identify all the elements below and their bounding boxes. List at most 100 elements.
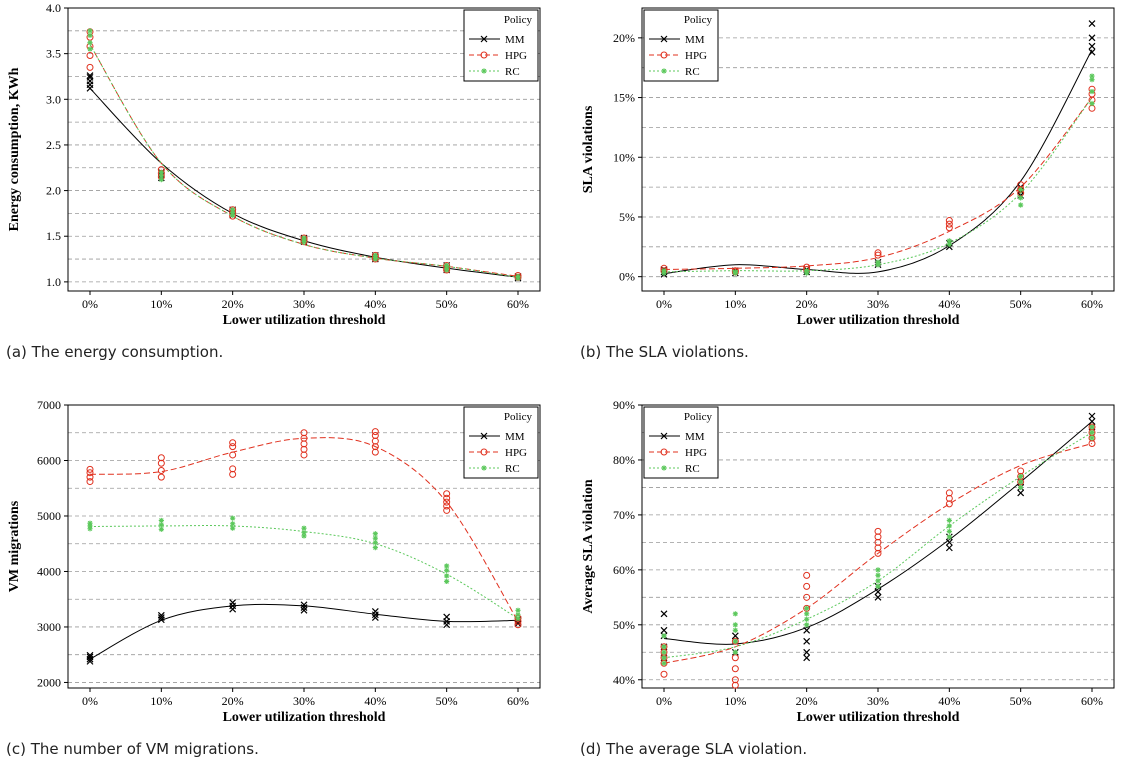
x-tick-label: 30%: [867, 297, 889, 311]
data-point: [1088, 34, 1096, 42]
data-point: [480, 51, 488, 59]
fit-curve-mm: [663, 421, 1093, 645]
data-point: [874, 249, 882, 257]
legend-title: Policy: [684, 411, 713, 423]
data-point: [1089, 435, 1095, 441]
data-point: [875, 572, 881, 578]
y-axis-label: Average SLA violation: [581, 479, 596, 614]
legend-label-rc: RC: [505, 66, 520, 78]
data-point: [158, 522, 164, 528]
data-point: [229, 451, 237, 459]
data-point: [804, 268, 810, 274]
data-point: [1089, 424, 1095, 430]
data-point: [371, 607, 379, 615]
data-point: [661, 465, 667, 471]
data-point: [158, 173, 164, 179]
y-tick-label: 3.0: [46, 92, 61, 106]
data-point: [87, 32, 93, 38]
y-tick-label: 5%: [619, 210, 635, 224]
data-point: [230, 209, 236, 216]
legend-label-hpg: HPG: [685, 447, 707, 459]
x-tick-label: 10%: [150, 694, 172, 708]
data-point: [874, 533, 882, 541]
caption-average-sla-violation: (d) The average SLA violation.: [580, 740, 808, 758]
y-tick-label: 90%: [613, 398, 635, 412]
data-point: [1018, 484, 1024, 491]
data-point: [1018, 186, 1024, 193]
data-point: [515, 607, 521, 613]
data-point: [86, 63, 94, 71]
y-tick-label: 5000: [37, 509, 61, 523]
data-point: [86, 653, 94, 661]
data-point: [1089, 100, 1095, 107]
data-point: [443, 506, 451, 514]
data-point: [443, 490, 451, 498]
y-tick-label: 1.5: [46, 229, 61, 243]
data-point: [372, 531, 378, 537]
data-point: [229, 439, 237, 447]
data-point: [301, 235, 307, 241]
data-point: [660, 35, 668, 43]
x-tick-label: 30%: [293, 694, 315, 708]
data-point: [945, 500, 953, 508]
data-point: [230, 515, 236, 521]
caption-sla-violations: (b) The SLA violations.: [580, 343, 749, 361]
fit-curve-rc: [89, 44, 519, 278]
x-axis-label: Lower utilization threshold: [223, 710, 386, 725]
data-point: [444, 578, 450, 585]
data-point: [660, 670, 668, 678]
y-tick-label: 6000: [37, 453, 61, 467]
legend-box: [463, 9, 539, 82]
legend-label-mm: MM: [685, 431, 705, 443]
chart-sla-violations: 0% 5% 10% 15% 20% 0% 10% 20% 30% 40% 50% 60% Lower u…: [581, 7, 1115, 328]
data-point: [1089, 73, 1095, 79]
data-point: [301, 530, 307, 536]
x-axis-label: Lower utilization threshold: [223, 313, 386, 328]
data-point: [875, 583, 881, 589]
legend-label-hpg: HPG: [505, 50, 527, 62]
legend: Policy MM HPG RC: [463, 9, 539, 82]
x-tick-label: 10%: [150, 297, 172, 311]
data-point: [946, 238, 952, 244]
data-point: [87, 40, 93, 46]
data-point: [731, 632, 739, 640]
data-point: [157, 454, 165, 462]
x-tick-label: 40%: [364, 694, 386, 708]
data-point: [301, 525, 307, 531]
data-point: [661, 68, 667, 74]
data-point: [660, 432, 668, 440]
data-point: [480, 35, 488, 43]
legend-label-hpg: HPG: [685, 50, 707, 62]
x-tick-label: 10%: [724, 297, 746, 311]
data-point: [875, 567, 881, 573]
fit-curve-rc: [89, 525, 519, 620]
x-tick-label: 50%: [436, 694, 458, 708]
series-hpg: [86, 428, 522, 629]
data-point: [515, 273, 521, 279]
data-point: [158, 517, 164, 524]
x-tick-label: 60%: [507, 694, 529, 708]
data-point: [300, 429, 308, 437]
x-tick-label: 0%: [82, 694, 98, 708]
data-point: [661, 633, 667, 639]
data-point: [731, 637, 739, 645]
data-point: [1018, 195, 1024, 201]
data-point: [732, 649, 738, 655]
data-point: [158, 169, 164, 175]
series-hpg: [660, 423, 1096, 689]
legend-title: Policy: [504, 14, 533, 26]
data-point: [87, 520, 93, 526]
data-point: [1088, 104, 1096, 112]
data-point: [661, 268, 667, 274]
data-point: [444, 567, 450, 573]
y-tick-label: 3.5: [46, 47, 61, 61]
data-point: [946, 534, 952, 540]
series-rc: [87, 515, 521, 622]
data-point: [875, 259, 881, 265]
data-point: [157, 473, 165, 481]
data-point: [1089, 429, 1095, 436]
data-point: [945, 538, 953, 546]
data-point: [229, 599, 237, 606]
data-point: [86, 72, 94, 79]
